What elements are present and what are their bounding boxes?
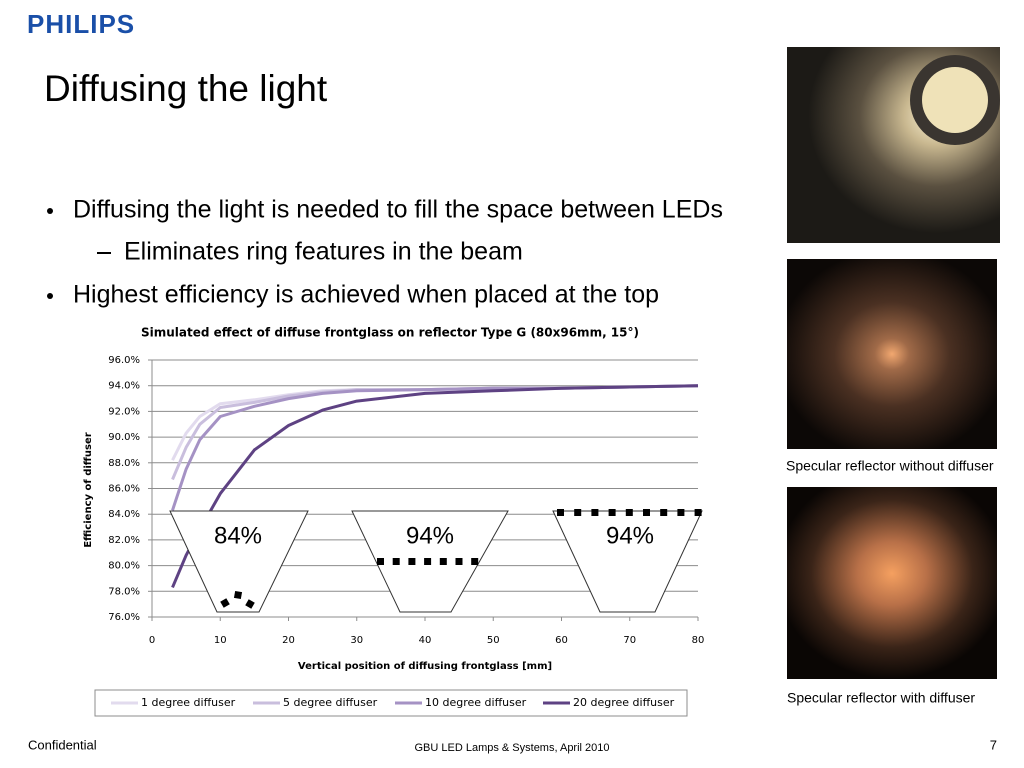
x-tick-label: 40 <box>419 635 432 646</box>
diffuser-dot <box>660 509 668 516</box>
bullet-dot <box>47 208 53 214</box>
reflector-diagram <box>552 510 703 613</box>
footer-left: Confidential <box>28 737 97 752</box>
bullet: Highest efficiency is achieved when plac… <box>73 281 659 309</box>
diffuser-dot <box>424 558 432 565</box>
x-tick-label: 60 <box>555 635 568 646</box>
bullet-dot <box>47 293 53 299</box>
y-tick-label: 90.0% <box>108 432 140 443</box>
diffuser-dot <box>608 509 616 516</box>
x-tick-label: 30 <box>350 635 363 646</box>
diffuser-dot <box>694 509 702 516</box>
legend-box <box>94 689 688 717</box>
y-tick-label: 92.0% <box>108 406 140 417</box>
diffuser-dot <box>408 558 416 565</box>
page-number: 7 <box>990 737 997 752</box>
diffuser-dot <box>591 509 599 516</box>
series-line <box>171 384 699 511</box>
chart: Simulated effect of diffuse frontglass o… <box>83 326 704 717</box>
bullet: Diffusing the light is needed to fill th… <box>73 196 723 224</box>
x-axis-title: Vertical position of diffusing frontglas… <box>298 661 552 672</box>
slide-title: Diffusing the light <box>44 68 328 109</box>
caption: Specular reflector with diffuser <box>787 690 975 706</box>
y-tick-label: 88.0% <box>108 458 140 469</box>
legend-label: 1 degree diffuser <box>141 696 236 709</box>
chart-title: Simulated effect of diffuse frontglass o… <box>141 326 639 340</box>
photo <box>787 259 997 449</box>
series-line <box>171 384 699 461</box>
annotation: 94% <box>606 522 654 549</box>
x-tick-label: 0 <box>149 635 155 646</box>
sub-bullet: Eliminates ring features in the beam <box>124 238 523 266</box>
annotation: 84% <box>214 522 262 549</box>
footer-center: GBU LED Lamps & Systems, April 2010 <box>414 742 609 754</box>
y-tick-label: 76.0% <box>108 612 140 623</box>
y-tick-label: 94.0% <box>108 381 140 392</box>
diffuser-dot <box>643 509 650 516</box>
y-tick-label: 78.0% <box>108 586 140 597</box>
legend-label: 5 degree diffuser <box>283 696 378 709</box>
photo-lamp-glow <box>922 67 988 133</box>
diffuser-dot <box>220 598 230 608</box>
legend-label: 20 degree diffuser <box>573 696 675 709</box>
y-tick-label: 82.0% <box>108 535 140 546</box>
diffuser-dot <box>574 509 582 516</box>
legend-label: 10 degree diffuser <box>425 696 527 709</box>
annotation: 94% <box>406 522 454 549</box>
diffuser-dot <box>557 509 564 516</box>
diffuser-dot <box>471 558 479 565</box>
x-tick-label: 70 <box>623 635 636 646</box>
x-tick-label: 20 <box>282 635 295 646</box>
diffuser-dot <box>392 558 400 565</box>
reflector-diagram <box>169 510 309 613</box>
x-tick-label: 80 <box>692 635 705 646</box>
y-axis-title: Efficiency of diffuser <box>83 432 94 547</box>
diffuser-dot <box>245 599 255 609</box>
y-tick-label: 80.0% <box>108 561 140 572</box>
logo: PHILIPS <box>27 9 135 39</box>
x-tick-label: 50 <box>487 635 500 646</box>
diffuser-dot <box>233 590 243 600</box>
x-tick-label: 10 <box>214 635 227 646</box>
y-tick-label: 84.0% <box>108 509 140 520</box>
y-tick-label: 96.0% <box>108 355 140 366</box>
diffuser-dot <box>455 558 463 565</box>
photo <box>787 487 997 679</box>
diffuser-dot <box>377 558 384 565</box>
y-tick-label: 86.0% <box>108 484 140 495</box>
caption: Specular reflector without diffuser <box>786 458 994 474</box>
diffuser-dot <box>625 509 633 516</box>
diffuser-dot <box>439 558 447 565</box>
diffuser-dot <box>677 509 685 516</box>
